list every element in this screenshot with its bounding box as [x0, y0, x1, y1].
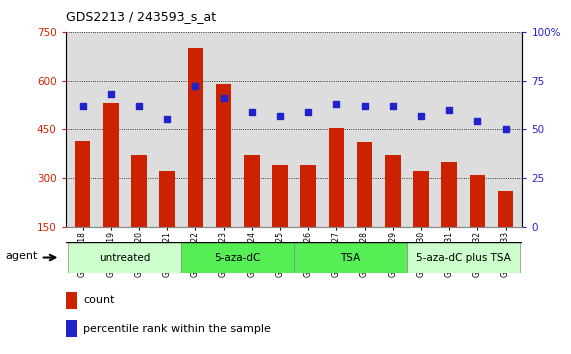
Text: TSA: TSA [340, 252, 360, 263]
Point [501, 126, 510, 132]
Text: 5-aza-dC: 5-aza-dC [215, 252, 261, 263]
Bar [272, 165, 288, 227]
Bar [413, 171, 429, 227]
Point [275, 113, 284, 118]
Bar [181, 242, 294, 273]
Bar [357, 142, 372, 227]
Bar [103, 103, 119, 227]
Bar [66, 320, 77, 337]
Point [106, 91, 115, 97]
Point [473, 119, 482, 124]
Point [247, 109, 256, 115]
Bar [498, 191, 513, 227]
Text: count: count [83, 295, 115, 305]
Bar [294, 242, 407, 273]
Bar [66, 292, 77, 309]
Bar [75, 141, 90, 227]
Text: GDS2213 / 243593_s_at: GDS2213 / 243593_s_at [66, 10, 216, 23]
Point [163, 117, 172, 122]
Text: percentile rank within the sample: percentile rank within the sample [83, 324, 271, 333]
Bar [300, 165, 316, 227]
Bar [216, 84, 231, 227]
Bar [441, 162, 457, 227]
Bar [159, 171, 175, 227]
Bar [385, 155, 400, 227]
Point [445, 107, 454, 113]
Bar [188, 48, 203, 227]
Bar [407, 242, 520, 273]
Point [219, 95, 228, 101]
Point [332, 101, 341, 107]
Bar [328, 127, 344, 227]
Point [191, 84, 200, 89]
Point [388, 103, 397, 109]
Text: agent: agent [5, 251, 38, 261]
Bar [469, 175, 485, 227]
Bar [69, 242, 181, 273]
Point [134, 103, 143, 109]
Bar [244, 155, 260, 227]
Point [360, 103, 369, 109]
Point [78, 103, 87, 109]
Bar [131, 155, 147, 227]
Text: 5-aza-dC plus TSA: 5-aza-dC plus TSA [416, 252, 510, 263]
Text: untreated: untreated [99, 252, 151, 263]
Point [304, 109, 313, 115]
Point [416, 113, 425, 118]
